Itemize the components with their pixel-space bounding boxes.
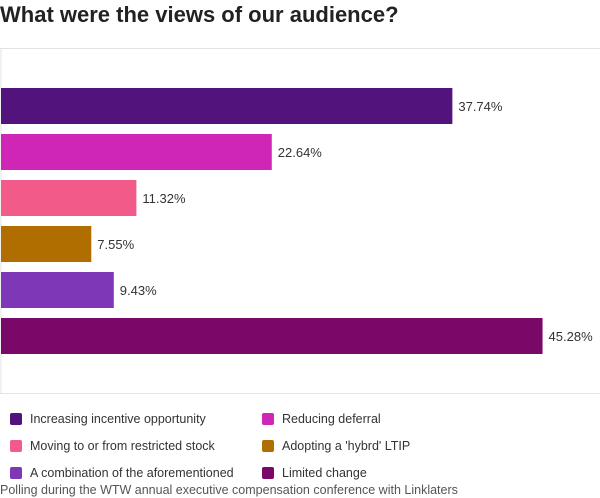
legend-swatch bbox=[10, 467, 22, 479]
bar-2 bbox=[1, 180, 137, 216]
legend-item[interactable]: A combination of the aforementioned bbox=[10, 466, 234, 480]
bar-value-label: 37.74% bbox=[458, 99, 503, 114]
bar-3 bbox=[1, 226, 92, 262]
legend-swatch bbox=[262, 413, 274, 425]
bar-0 bbox=[1, 88, 453, 124]
legend-label: Moving to or from restricted stock bbox=[30, 439, 215, 453]
legend-label: Adopting a 'hybrd' LTIP bbox=[282, 439, 411, 453]
legend-swatch bbox=[10, 440, 22, 452]
bar-value-label: 11.32% bbox=[142, 191, 186, 206]
bar-5 bbox=[1, 318, 543, 354]
bar-value-label: 45.28% bbox=[549, 329, 594, 344]
bar-chart: 37.74% 22.64% 11.32% 7.55% 9.43% 45.28% bbox=[0, 48, 600, 394]
legend-item[interactable]: Increasing incentive opportunity bbox=[10, 412, 206, 426]
bar-4 bbox=[1, 272, 114, 308]
legend-label: Reducing deferral bbox=[282, 412, 381, 426]
bar-1 bbox=[1, 134, 272, 170]
legend-swatch bbox=[10, 413, 22, 425]
chart-title: What were the views of our audience? bbox=[0, 2, 399, 27]
legend-label: Limited change bbox=[282, 466, 367, 480]
legend-item[interactable]: Reducing deferral bbox=[262, 412, 381, 426]
legend-item[interactable]: Limited change bbox=[262, 466, 367, 480]
legend-swatch bbox=[262, 440, 274, 452]
legend-swatch bbox=[262, 467, 274, 479]
legend-label: A combination of the aforementioned bbox=[30, 466, 234, 480]
legend-label: Increasing incentive opportunity bbox=[30, 412, 206, 426]
bar-value-label: 22.64% bbox=[278, 145, 323, 160]
bar-value-label: 7.55% bbox=[97, 237, 134, 252]
bar-value-label: 9.43% bbox=[120, 283, 157, 298]
legend-item[interactable]: Adopting a 'hybrd' LTIP bbox=[262, 439, 410, 453]
footer-note: Polling during the WTW annual executive … bbox=[0, 483, 458, 497]
legend-item[interactable]: Moving to or from restricted stock bbox=[10, 439, 215, 453]
